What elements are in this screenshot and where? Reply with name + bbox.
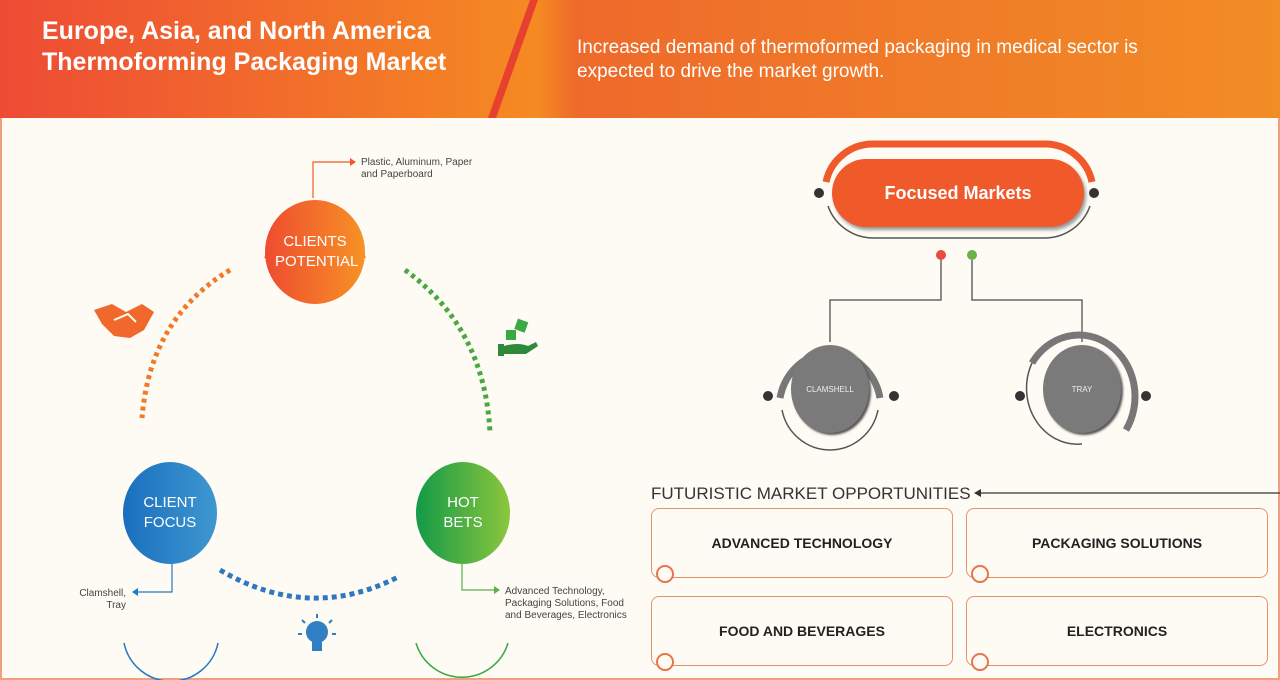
opportunity-card: PACKAGING SOLUTIONS	[966, 508, 1268, 583]
header-banner	[0, 0, 1280, 118]
page-subtitle: Increased demand of thermoformed packagi…	[577, 37, 1138, 82]
opportunity-card: FOOD AND BEVERAGES	[651, 596, 953, 671]
focused-markets-diagram	[763, 140, 1151, 451]
focused-item-clamshell: CLAMSHELL	[791, 345, 869, 433]
hot-bets-node: HOT BETS	[416, 462, 510, 564]
opportunity-card: ELECTRONICS	[966, 596, 1268, 671]
clients-potential-note: Plastic, Aluminum, Paper and Paperboard	[361, 157, 473, 180]
divider-slash	[488, 0, 538, 118]
hot-bets-note: Advanced Technology, Packaging Solutions…	[505, 586, 627, 621]
bullet-circle-icon	[656, 653, 674, 671]
cycle-connectors	[123, 158, 509, 680]
client-focus-note: Clamshell, Tray	[79, 588, 126, 611]
client-focus-node: CLIENT FOCUS	[123, 462, 217, 564]
handshake-icon	[94, 304, 154, 338]
bullet-circle-icon	[971, 565, 989, 583]
opportunity-label: ADVANCED TECHNOLOGY	[711, 535, 893, 551]
clients-potential-node: CLIENTS POTENTIAL	[265, 200, 365, 304]
focused-markets-title: Focused Markets	[832, 159, 1084, 227]
opportunity-label: FOOD AND BEVERAGES	[719, 623, 885, 639]
lightbulb-icon	[298, 614, 336, 651]
content-frame	[0, 118, 1280, 680]
focused-item-tray: TRAY	[1043, 345, 1121, 433]
page-title: Europe, Asia, and North America Thermofo…	[42, 17, 447, 76]
opportunity-card: ADVANCED TECHNOLOGY	[651, 508, 953, 583]
opportunities-arrow	[974, 489, 1280, 497]
client-focus-label: CLIENT FOCUS	[143, 494, 197, 531]
opportunities-title: FUTURISTIC MARKET OPPORTUNITIES	[651, 484, 971, 503]
bullet-circle-icon	[971, 653, 989, 671]
bullet-circle-icon	[656, 565, 674, 583]
clients-potential-label: CLIENTS POTENTIAL	[275, 233, 359, 270]
dice-hand-icon	[498, 318, 538, 356]
opportunity-label: PACKAGING SOLUTIONS	[1031, 535, 1203, 551]
opportunity-label: ELECTRONICS	[1066, 623, 1168, 639]
hot-bets-label: HOT BETS	[443, 494, 483, 531]
